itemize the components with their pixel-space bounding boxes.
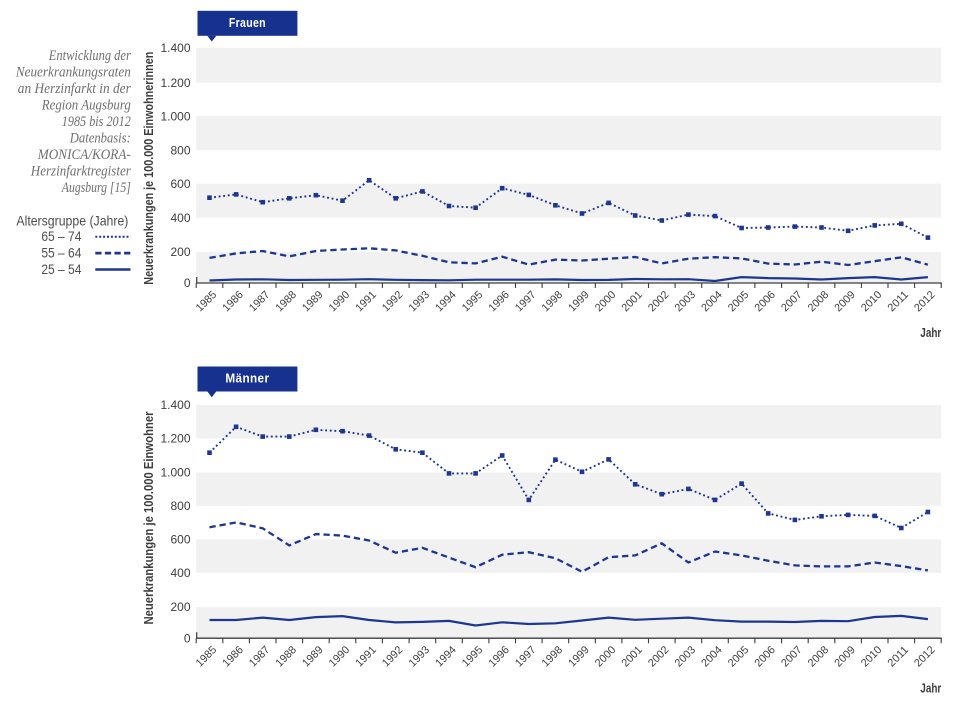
- svg-text:65 – 74: 65 – 74: [41, 228, 81, 244]
- svg-text:Neuerkrankungsraten: Neuerkrankungsraten: [15, 65, 131, 81]
- svg-text:Jahr: Jahr: [920, 325, 941, 340]
- svg-text:800: 800: [170, 499, 190, 513]
- svg-text:0: 0: [184, 631, 191, 645]
- svg-text:Herzinfarktregister: Herzinfarktregister: [30, 164, 131, 180]
- svg-text:Altersgruppe (Jahre): Altersgruppe (Jahre): [16, 213, 128, 229]
- svg-text:1.400: 1.400: [160, 398, 190, 412]
- svg-text:Region Augsburg: Region Augsburg: [41, 98, 131, 114]
- svg-text:400: 400: [170, 211, 190, 225]
- svg-text:MONICA/KORA-: MONICA/KORA-: [37, 147, 131, 163]
- svg-text:1985 bis 2012: 1985 bis 2012: [62, 114, 131, 130]
- svg-text:1.400: 1.400: [160, 41, 190, 55]
- svg-text:Entwicklung der: Entwicklung der: [48, 48, 131, 64]
- svg-text:Neuerkrankungen je 100.000 Ein: Neuerkrankungen je 100.000 Einwohner: [142, 411, 156, 624]
- svg-text:Datenbasis:: Datenbasis:: [69, 131, 131, 147]
- svg-text:1.000: 1.000: [160, 109, 190, 123]
- svg-text:55 – 64: 55 – 64: [41, 244, 81, 260]
- svg-text:1.200: 1.200: [160, 76, 190, 90]
- svg-text:Frauen: Frauen: [229, 16, 266, 30]
- svg-text:Jahr: Jahr: [920, 681, 941, 696]
- svg-text:200: 200: [170, 245, 190, 259]
- svg-text:25 – 54: 25 – 54: [41, 261, 81, 277]
- svg-text:0: 0: [184, 276, 191, 290]
- svg-text:Neuerkrankungen je 100.000 Ein: Neuerkrankungen je 100.000 Einwohnerinne…: [142, 52, 156, 285]
- svg-text:600: 600: [170, 533, 190, 547]
- svg-text:Augsburg [15]: Augsburg [15]: [61, 180, 131, 196]
- svg-text:600: 600: [170, 177, 190, 191]
- svg-text:200: 200: [170, 600, 190, 614]
- svg-text:1.000: 1.000: [160, 466, 190, 480]
- svg-text:800: 800: [170, 143, 190, 157]
- svg-text:400: 400: [170, 566, 190, 580]
- svg-text:1.200: 1.200: [160, 432, 190, 446]
- svg-text:Männer: Männer: [225, 372, 269, 386]
- svg-text:an Herzinfarkt in der: an Herzinfarkt in der: [18, 81, 131, 97]
